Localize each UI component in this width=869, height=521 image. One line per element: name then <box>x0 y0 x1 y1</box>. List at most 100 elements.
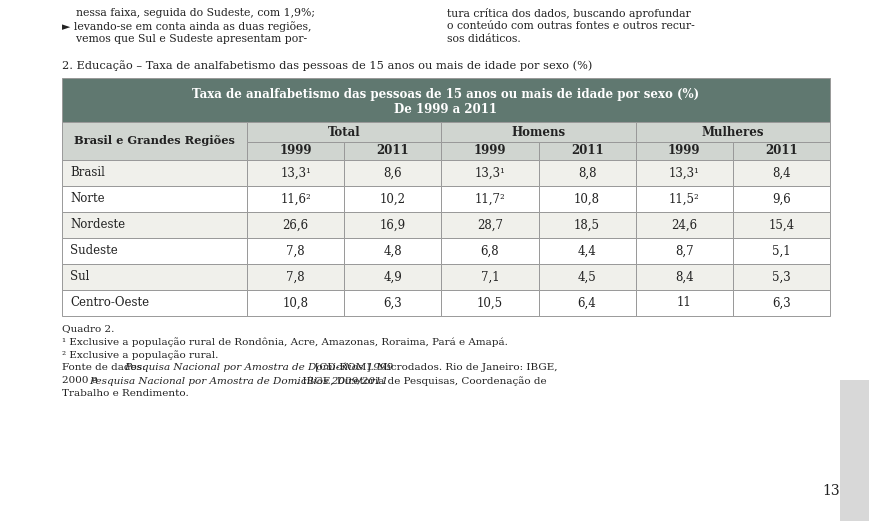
Text: 4,5: 4,5 <box>578 270 596 283</box>
Bar <box>247 264 344 290</box>
Text: 11,5²: 11,5² <box>669 192 700 205</box>
Text: 24,6: 24,6 <box>671 218 697 231</box>
Bar <box>635 186 733 212</box>
Text: 8,4: 8,4 <box>675 270 693 283</box>
Bar <box>539 186 635 212</box>
Bar <box>62 212 247 238</box>
Text: 11,7²: 11,7² <box>474 192 505 205</box>
Text: Sudeste: Sudeste <box>70 244 118 257</box>
Text: 10,8: 10,8 <box>282 296 308 309</box>
Bar <box>733 142 830 160</box>
Bar <box>840 380 869 521</box>
Text: 1999: 1999 <box>474 144 506 157</box>
Text: Pesquisa Nacional por Amostra de Domicílios 2009/2011: Pesquisa Nacional por Amostra de Domicíl… <box>90 376 388 386</box>
Text: 7,1: 7,1 <box>481 270 499 283</box>
Bar <box>247 186 344 212</box>
Text: 16,9: 16,9 <box>380 218 406 231</box>
Text: 8,6: 8,6 <box>383 167 402 180</box>
Text: 8,8: 8,8 <box>578 167 596 180</box>
Text: 2. Educação – Taxa de analfabetismo das pessoas de 15 anos ou mais de idade por : 2. Educação – Taxa de analfabetismo das … <box>62 60 593 71</box>
Bar <box>247 238 344 264</box>
Bar <box>247 142 344 160</box>
Bar <box>62 78 830 122</box>
Bar <box>247 122 441 142</box>
Text: 28,7: 28,7 <box>477 218 503 231</box>
Text: 10,5: 10,5 <box>477 296 503 309</box>
Text: Taxa de analfabetismo das pessoas de 15 anos ou mais de idade por sexo (%): Taxa de analfabetismo das pessoas de 15 … <box>192 88 700 101</box>
Text: Pesquisa Nacional por Amostra de Domicílios 1999: Pesquisa Nacional por Amostra de Domicíl… <box>124 363 394 373</box>
Bar <box>344 264 441 290</box>
Bar <box>635 212 733 238</box>
Bar <box>733 160 830 186</box>
Text: 1999: 1999 <box>668 144 700 157</box>
Text: 8,7: 8,7 <box>675 244 693 257</box>
Bar <box>539 264 635 290</box>
Text: 4,8: 4,8 <box>383 244 402 257</box>
Text: 13: 13 <box>822 484 840 498</box>
Text: 10,8: 10,8 <box>574 192 600 205</box>
Bar <box>635 264 733 290</box>
Bar <box>344 160 441 186</box>
Text: 9,6: 9,6 <box>772 192 791 205</box>
Bar <box>539 238 635 264</box>
Text: Mulheres: Mulheres <box>701 126 764 139</box>
Text: 26,6: 26,6 <box>282 218 308 231</box>
Bar <box>247 290 344 316</box>
Text: 13,3¹: 13,3¹ <box>669 167 700 180</box>
Text: 5,1: 5,1 <box>772 244 791 257</box>
Text: 2011: 2011 <box>571 144 603 157</box>
Text: Fonte de dados:: Fonte de dados: <box>62 363 149 372</box>
Bar <box>344 142 441 160</box>
Text: o conteúdo com outras fontes e outros recur-: o conteúdo com outras fontes e outros re… <box>447 21 694 31</box>
Bar <box>247 212 344 238</box>
Text: 6,8: 6,8 <box>481 244 499 257</box>
Text: 13,3¹: 13,3¹ <box>280 167 311 180</box>
Bar <box>635 160 733 186</box>
Bar <box>344 186 441 212</box>
Bar <box>441 264 539 290</box>
Bar <box>539 142 635 160</box>
Text: Brasil: Brasil <box>70 167 105 180</box>
Bar <box>344 238 441 264</box>
Text: ► levando-se em conta ainda as duas regiões,: ► levando-se em conta ainda as duas regi… <box>62 21 311 32</box>
Text: Quadro 2.: Quadro 2. <box>62 324 115 333</box>
Text: nessa faixa, seguida do Sudeste, com 1,9%;: nessa faixa, seguida do Sudeste, com 1,9… <box>62 8 315 18</box>
Bar <box>62 264 247 290</box>
Bar <box>733 186 830 212</box>
Bar <box>247 160 344 186</box>
Bar <box>635 290 733 316</box>
Bar <box>635 142 733 160</box>
Text: Homens: Homens <box>512 126 566 139</box>
Text: 2011: 2011 <box>376 144 409 157</box>
Text: 7,8: 7,8 <box>286 244 305 257</box>
Text: tura crítica dos dados, buscando aprofundar: tura crítica dos dados, buscando aprofun… <box>447 8 691 19</box>
Bar <box>62 290 247 316</box>
Text: Brasil e Grandes Regiões: Brasil e Grandes Regiões <box>74 135 235 146</box>
Text: 4,4: 4,4 <box>578 244 596 257</box>
Bar <box>733 212 830 238</box>
Text: sos didáticos.: sos didáticos. <box>447 34 521 44</box>
Text: 13,3¹: 13,3¹ <box>474 167 506 180</box>
Text: 8,4: 8,4 <box>772 167 791 180</box>
Text: 6,3: 6,3 <box>772 296 791 309</box>
Text: [CD-ROM]. Microdados. Rio de Janeiro: IBGE,: [CD-ROM]. Microdados. Rio de Janeiro: IB… <box>312 363 557 372</box>
Bar <box>344 290 441 316</box>
Bar <box>635 122 830 142</box>
Bar <box>62 160 247 186</box>
Bar <box>733 238 830 264</box>
Text: vemos que Sul e Sudeste apresentam por-: vemos que Sul e Sudeste apresentam por- <box>62 34 307 44</box>
Bar <box>441 122 635 142</box>
Bar <box>441 186 539 212</box>
Text: 5,3: 5,3 <box>772 270 791 283</box>
Text: 4,9: 4,9 <box>383 270 402 283</box>
Text: 6,4: 6,4 <box>578 296 596 309</box>
Text: 2011: 2011 <box>765 144 798 157</box>
Bar <box>441 142 539 160</box>
Text: Centro-Oeste: Centro-Oeste <box>70 296 149 309</box>
Text: Sul: Sul <box>70 270 90 283</box>
Text: De 1999 a 2011: De 1999 a 2011 <box>395 103 497 116</box>
Text: 15,4: 15,4 <box>768 218 794 231</box>
Bar <box>62 238 247 264</box>
Text: 10,2: 10,2 <box>380 192 406 205</box>
Bar <box>62 122 247 160</box>
